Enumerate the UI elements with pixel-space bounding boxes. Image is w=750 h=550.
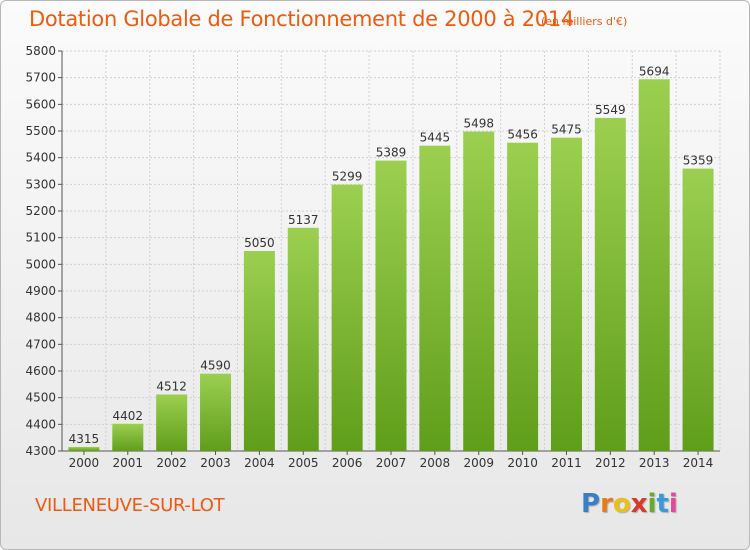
x-tick-label: 2005: [288, 456, 319, 470]
x-tick-label: 2001: [113, 456, 144, 470]
x-tick-label: 2014: [683, 456, 714, 470]
data-label: 5498: [463, 117, 494, 131]
data-label: 5137: [288, 213, 319, 227]
bar-2002: [156, 394, 188, 451]
x-tick-label: 2003: [200, 456, 231, 470]
y-tick-label: 4500: [25, 391, 56, 405]
bar-2005: [287, 227, 319, 451]
y-tick-label: 5100: [25, 231, 56, 245]
bars: [68, 79, 714, 452]
bar-2000: [68, 447, 100, 451]
data-label: 4512: [156, 379, 187, 393]
y-tick-label: 4400: [25, 417, 56, 431]
x-tick-label: 2006: [332, 456, 363, 470]
y-tick-label: 5000: [25, 257, 56, 271]
data-label: 5359: [683, 154, 714, 168]
data-label: 4315: [69, 432, 100, 446]
data-label: 5050: [244, 236, 275, 250]
bar-2013: [638, 79, 670, 452]
y-tick-label: 5500: [25, 124, 56, 138]
y-tick-label: 5200: [25, 204, 56, 218]
chart-title: Dotation Globale de Fonctionnement de 20…: [29, 7, 574, 31]
bar-2010: [507, 142, 539, 451]
x-tick-label: 2010: [507, 456, 538, 470]
bar-2008: [419, 145, 451, 451]
data-label: 4590: [200, 359, 231, 373]
bar-2014: [682, 168, 714, 451]
y-tick-label: 4600: [25, 364, 56, 378]
chart-unit-note: (en milliers d'€): [541, 15, 628, 28]
y-tick-label: 4800: [25, 311, 56, 325]
data-label: 5475: [551, 123, 582, 137]
bar-2004: [243, 251, 275, 451]
data-label: 5389: [376, 146, 407, 160]
bar-2006: [331, 184, 363, 451]
y-tick-label: 4700: [25, 337, 56, 351]
bar-2003: [200, 373, 232, 451]
commune-name: VILLENEUVE-SUR-LOT: [35, 495, 225, 516]
y-tick-label: 5700: [25, 71, 56, 85]
bar-2011: [550, 137, 582, 451]
x-tick-label: 2011: [551, 456, 582, 470]
data-labels: 4315 4402 4512 4590 5050 5137 5299 5389 5445 5498…: [69, 64, 714, 446]
data-label: 5549: [595, 103, 626, 117]
data-label: 5445: [420, 131, 451, 145]
proxiti-logo[interactable]: Proxiti: [581, 489, 678, 519]
data-label: 5456: [507, 128, 538, 142]
x-tick-label: 2013: [639, 456, 670, 470]
x-tick-label: 2009: [463, 456, 494, 470]
data-label: 5694: [639, 64, 670, 78]
y-tick-label: 5600: [25, 97, 56, 111]
y-tick-label: 5400: [25, 151, 56, 165]
axes: 4300 4400 4500 4600 4700 4800 4900 5000 5100 5200…: [25, 44, 720, 470]
y-tick-label: 5300: [25, 177, 56, 191]
x-tick-label: 2002: [156, 456, 187, 470]
data-label: 4402: [113, 409, 144, 423]
data-label: 5299: [332, 170, 363, 184]
x-tick-label: 2000: [69, 456, 100, 470]
bar-2007: [375, 160, 407, 451]
y-tick-label: 4300: [25, 444, 56, 458]
y-tick-label: 4900: [25, 284, 56, 298]
y-tick-label: 5800: [25, 44, 56, 58]
bar-2012: [594, 117, 626, 451]
bar-2009: [463, 131, 495, 452]
bar-2001: [112, 423, 144, 451]
x-tick-label: 2004: [244, 456, 275, 470]
x-tick-label: 2007: [376, 456, 407, 470]
x-tick-label: 2008: [420, 456, 451, 470]
x-tick-label: 2012: [595, 456, 626, 470]
